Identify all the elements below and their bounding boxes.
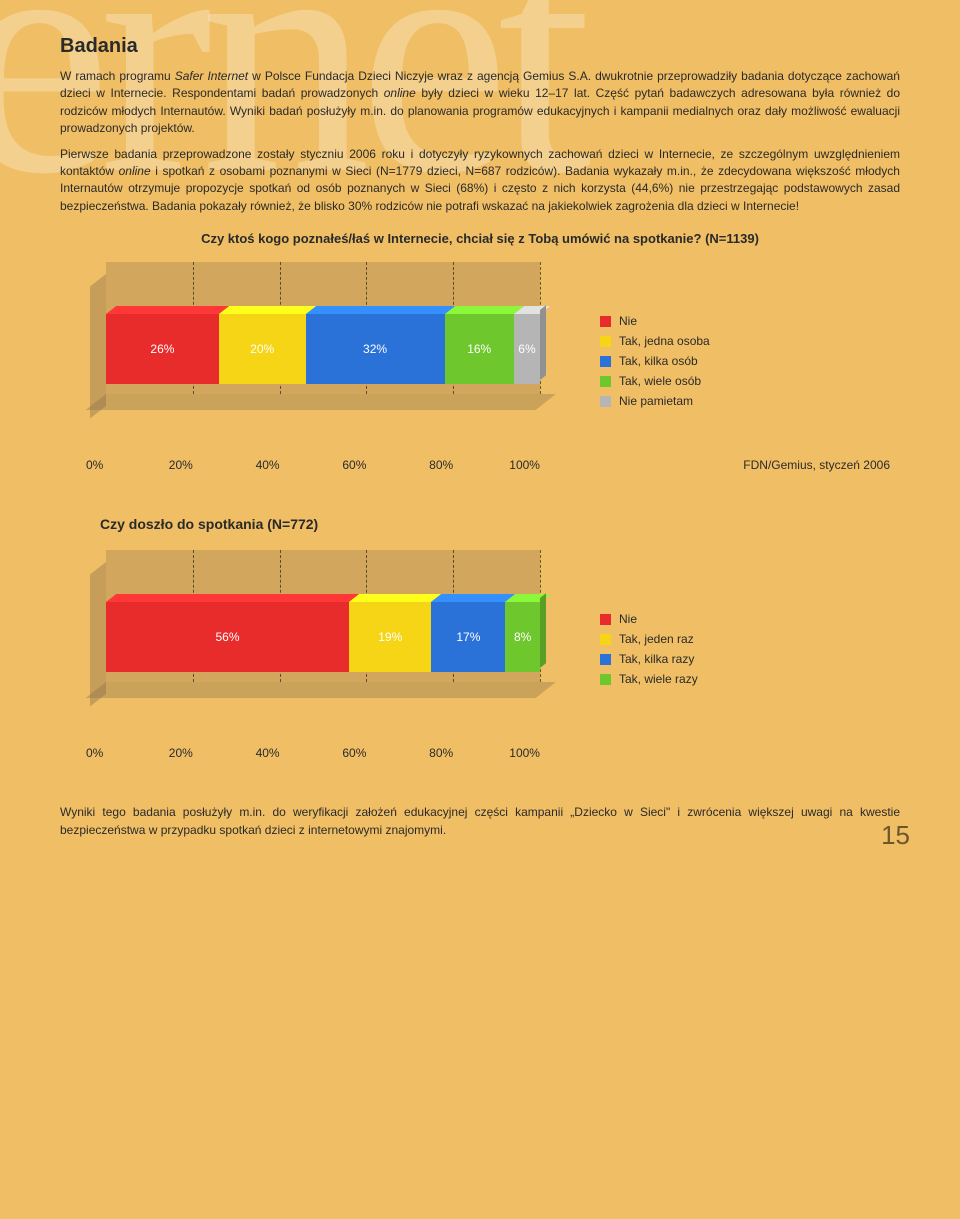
axis-tick: 40% (193, 746, 280, 760)
legend-swatch (600, 614, 611, 625)
chart1: 26%20%32%16%6% NieTak, jedna osobaTak, k… (60, 254, 900, 472)
bar-segment: 19% (349, 602, 431, 672)
legend-item: Tak, jeden raz (600, 632, 698, 646)
legend-item: Tak, kilka osób (600, 354, 710, 368)
bar-segment: 20% (219, 314, 306, 384)
paragraph-3: Wyniki tego badania posłużyły m.in. do w… (60, 804, 900, 839)
legend-label: Tak, wiele osób (619, 374, 701, 388)
legend-swatch (600, 654, 611, 665)
axis-tick: 20% (106, 458, 193, 472)
axis-tick: 100% (453, 458, 540, 472)
bar-segment: 8% (505, 602, 540, 672)
p1-d: online (384, 86, 416, 100)
legend-swatch (600, 634, 611, 645)
legend-swatch (600, 316, 611, 327)
legend-label: Nie (619, 612, 637, 626)
chart2-legend: Nie Tak, jeden raz Tak, kilka razy Tak, wie… (600, 612, 698, 692)
legend-label: Tak, jedna osoba (619, 334, 710, 348)
legend-label: Tak, kilka osób (619, 354, 698, 368)
legend-label: Tak, wiele razy (619, 672, 698, 686)
chart1-plot: 26%20%32%16%6% (60, 254, 560, 454)
legend-swatch (600, 356, 611, 367)
legend-item: Tak, kilka razy (600, 652, 698, 666)
page-number: 15 (881, 820, 910, 851)
legend-label: Tak, jeden raz (619, 632, 694, 646)
chart1-title: Czy ktoś kogo poznałeś/łaś w Internecie,… (60, 231, 900, 246)
p1-a: W ramach programu (60, 69, 175, 83)
bar-segment: 32% (306, 314, 445, 384)
legend-swatch (600, 674, 611, 685)
bar-segment: 6% (514, 314, 540, 384)
paragraph-2: Pierwsze badania przeprowadzone zostały … (60, 146, 900, 216)
axis-tick: 0% (86, 458, 106, 472)
page-content: Badania W ramach programu Safer Internet… (0, 0, 960, 877)
section-title: Badania (60, 35, 900, 58)
legend-label: Nie (619, 314, 637, 328)
chart1-axis: 0%20%40%60%80%100% (60, 458, 560, 472)
legend-item: Nie pamietam (600, 394, 710, 408)
chart2-axis: 0%20%40%60%80%100% (60, 746, 560, 760)
chart2-title: Czy doszło do spotkania (N=772) (100, 516, 900, 532)
legend-item: Tak, wiele osób (600, 374, 710, 388)
axis-tick: 80% (366, 746, 453, 760)
legend-label: Nie pamietam (619, 394, 693, 408)
legend-swatch (600, 336, 611, 347)
axis-tick: 100% (453, 746, 540, 760)
axis-tick: 40% (193, 458, 280, 472)
p2-c: i spotkań z osobami poznanymi w Sieci (N… (60, 164, 900, 213)
p1-b: Safer Internet (175, 69, 248, 83)
p2-b: online (119, 164, 151, 178)
axis-tick: 60% (280, 746, 367, 760)
legend-item: Tak, wiele razy (600, 672, 698, 686)
bar-segment: 17% (431, 602, 505, 672)
legend-swatch (600, 396, 611, 407)
bar-segment: 56% (106, 602, 349, 672)
paragraph-1: W ramach programu Safer Internet w Polsc… (60, 68, 900, 138)
axis-tick: 20% (106, 746, 193, 760)
legend-item: Nie (600, 314, 710, 328)
legend-swatch (600, 376, 611, 387)
bar-segment: 16% (445, 314, 514, 384)
legend-label: Tak, kilka razy (619, 652, 694, 666)
axis-tick: 80% (366, 458, 453, 472)
chart1-legend: Nie Tak, jedna osoba Tak, kilka osób Tak, w… (600, 314, 710, 414)
chart2: 56%19%17%8% Nie Tak, jeden raz Tak, kilka … (60, 542, 900, 760)
chart2-plot: 56%19%17%8% (60, 542, 560, 742)
legend-item: Tak, jedna osoba (600, 334, 710, 348)
bar-segment: 26% (106, 314, 219, 384)
axis-tick: 60% (280, 458, 367, 472)
legend-item: Nie (600, 612, 698, 626)
axis-tick: 0% (86, 746, 106, 760)
